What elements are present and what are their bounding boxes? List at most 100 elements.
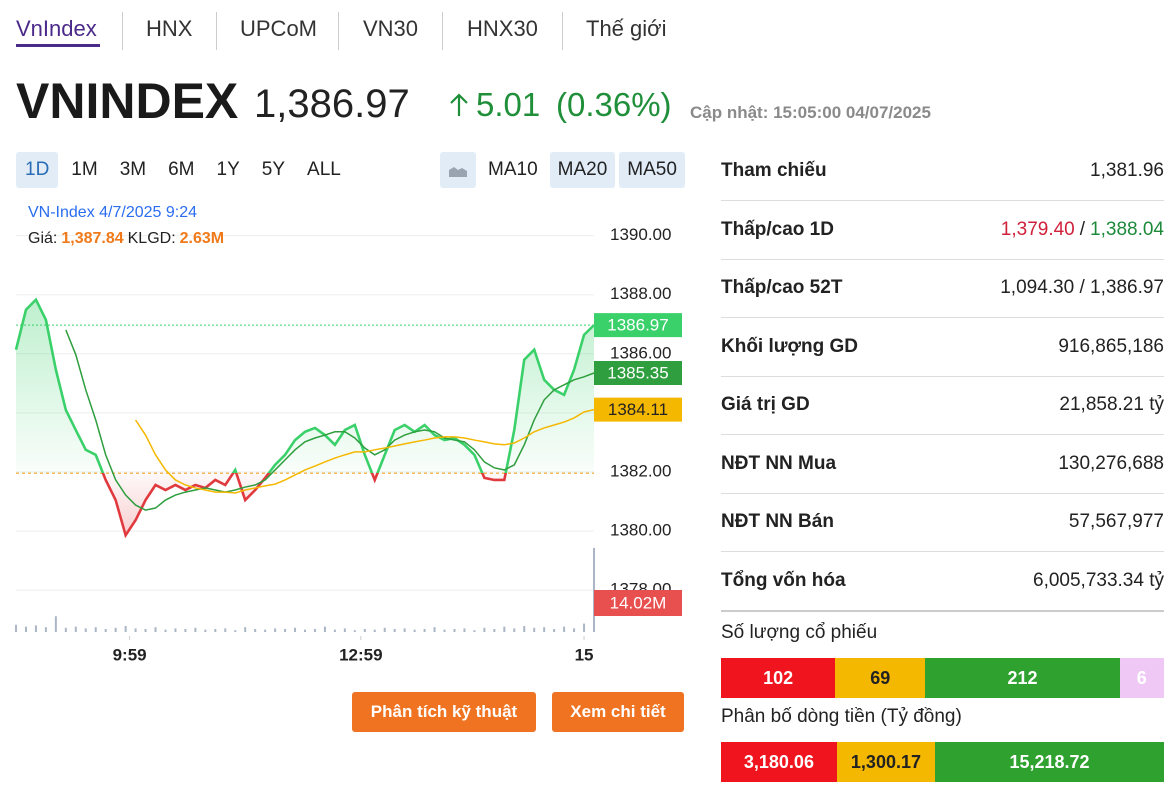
volume-bar <box>64 627 67 632</box>
tab[interactable]: VN30 <box>363 16 419 41</box>
range-button[interactable]: 3M <box>119 159 147 180</box>
indicator-button[interactable]: MA50 <box>619 152 685 188</box>
tab[interactable]: HNX <box>146 16 193 41</box>
volume-bar <box>343 628 346 632</box>
volume-bar <box>453 629 456 632</box>
volume-bar <box>393 629 396 632</box>
stat-high: 1,388.04 <box>1090 218 1164 240</box>
action-button[interactable]: Xem chi tiết <box>552 692 684 732</box>
volume-bar <box>194 627 197 632</box>
y-tick-label: 1388.00 <box>610 284 671 303</box>
y-tick-label: 1390.00 <box>610 225 671 244</box>
y-tick-label: 1386.00 <box>610 343 671 362</box>
stat-low: 1,379.40 <box>1000 218 1075 240</box>
change-percent: (0.36%) <box>556 86 672 123</box>
tooltip-volume: 2.63M <box>179 230 225 247</box>
volume-bar <box>104 629 107 632</box>
action-button[interactable]: Phân tích kỹ thuật <box>352 692 536 732</box>
stat-row: Khối lượng GD 916,865,186 <box>721 318 1164 377</box>
range-button[interactable]: 1M <box>71 159 98 180</box>
price-line <box>14 297 595 539</box>
volume-bar <box>214 629 217 632</box>
tooltip-title: VN-Index 4/7/2025 9:24 <box>28 204 198 221</box>
price-area <box>16 299 594 536</box>
y-tick-label: 1382.00 <box>610 461 671 480</box>
tab-separator <box>338 12 339 50</box>
volume-bar <box>473 630 476 632</box>
volume-bar <box>264 629 267 632</box>
range-button[interactable]: 6M <box>168 159 195 180</box>
tooltip-price-label: Giá: <box>28 230 58 247</box>
stat-value: 57,567,977 <box>1068 511 1164 532</box>
volume-bar <box>373 629 376 632</box>
tab[interactable]: HNX30 <box>467 16 538 41</box>
last-value-box <box>594 360 682 385</box>
tooltip-volume-label: KLGD: <box>127 230 176 247</box>
volume-bar <box>304 629 306 632</box>
volume-bar <box>174 628 177 632</box>
volume-bar <box>383 627 386 632</box>
stat-row: Tổng vốn hóa 6,005,733.34 tỷ <box>721 552 1164 612</box>
change: 5.01 <box>476 86 541 123</box>
volume-bar <box>363 629 366 632</box>
stat-row: Thấp/cao 1D 1,379.40/1,388.04 <box>721 201 1164 260</box>
distribution-value: 102 <box>763 668 794 688</box>
stat-separator: / <box>1079 218 1086 240</box>
range-buttons: 1D 1M 3M 6M 1Y 5Y ALL <box>16 152 350 188</box>
volume-bar <box>244 627 247 632</box>
volume-bar <box>224 628 227 632</box>
volume-bar <box>313 629 316 632</box>
last-value-box <box>594 397 682 422</box>
stat-label: Tổng vốn hóa <box>721 569 846 591</box>
stat-label: Tham chiếu <box>721 160 827 181</box>
stat-label: NĐT NN Bán <box>721 511 834 532</box>
volume-bar <box>433 627 436 632</box>
tab[interactable]: UPCoM <box>240 16 318 41</box>
tab[interactable]: Thế giới <box>586 16 667 41</box>
stat-label: NĐT NN Mua <box>721 452 837 474</box>
volume-bar <box>154 627 157 632</box>
indicator-button[interactable]: MA10 <box>488 159 538 180</box>
stat-value: 1,094.30 / 1,386.97 <box>1000 277 1164 298</box>
volume-bar <box>543 627 546 632</box>
volume-bar <box>333 629 336 632</box>
tab[interactable]: VnIndex <box>16 16 97 41</box>
tooltip-price: 1,387.84 <box>61 230 124 247</box>
range-button[interactable]: ALL <box>307 159 341 180</box>
volume-bar <box>54 616 57 632</box>
chart-type-button[interactable] <box>440 152 476 188</box>
tab-separator <box>442 12 443 50</box>
indicator-button[interactable]: MA20 <box>549 152 616 188</box>
tab-separator <box>562 12 563 50</box>
range-button[interactable]: 1Y <box>216 159 240 180</box>
stat-row: NĐT NN Bán 57,567,977 <box>721 493 1164 552</box>
stat-row: Tham chiếu 1,381.96 <box>721 142 1164 201</box>
distribution-segment: 3,180.06 <box>721 742 837 782</box>
stat-value: 21,858.21 tỷ <box>1059 394 1164 415</box>
stat-value: 1,379.40/1,388.04 <box>1001 219 1164 241</box>
indicator-buttons: MA10 MA20 MA50 <box>440 152 685 188</box>
range-button[interactable]: 1D <box>16 152 59 188</box>
volume-bar <box>44 627 47 632</box>
volume-bar <box>74 626 77 632</box>
volume-bar <box>553 629 556 632</box>
volume-bar <box>84 628 87 632</box>
stat-row: Thấp/cao 52T 1,094.30 / 1,386.97 <box>721 259 1164 318</box>
range-button[interactable]: 5Y <box>261 159 286 180</box>
volume-bar <box>463 628 466 632</box>
distribution-segment: 69 <box>835 658 926 698</box>
stat-value: 130,276,688 <box>1058 452 1164 474</box>
volume-bar <box>483 627 486 632</box>
volume-bar <box>593 547 595 632</box>
ma-line <box>65 329 595 511</box>
volume-bar <box>533 627 536 632</box>
volume-bar <box>523 626 526 632</box>
up-arrow-icon <box>450 93 468 116</box>
volume-bar <box>323 626 326 632</box>
y-tick-label: 1380.00 <box>610 521 671 540</box>
volume-bar <box>274 628 277 632</box>
stat-row: NĐT NN Mua 130,276,688 <box>721 435 1164 494</box>
last-value-label: 1385.35 <box>607 363 668 382</box>
volume-bar <box>204 629 207 632</box>
last-value-label: 1384.11 <box>608 400 668 419</box>
